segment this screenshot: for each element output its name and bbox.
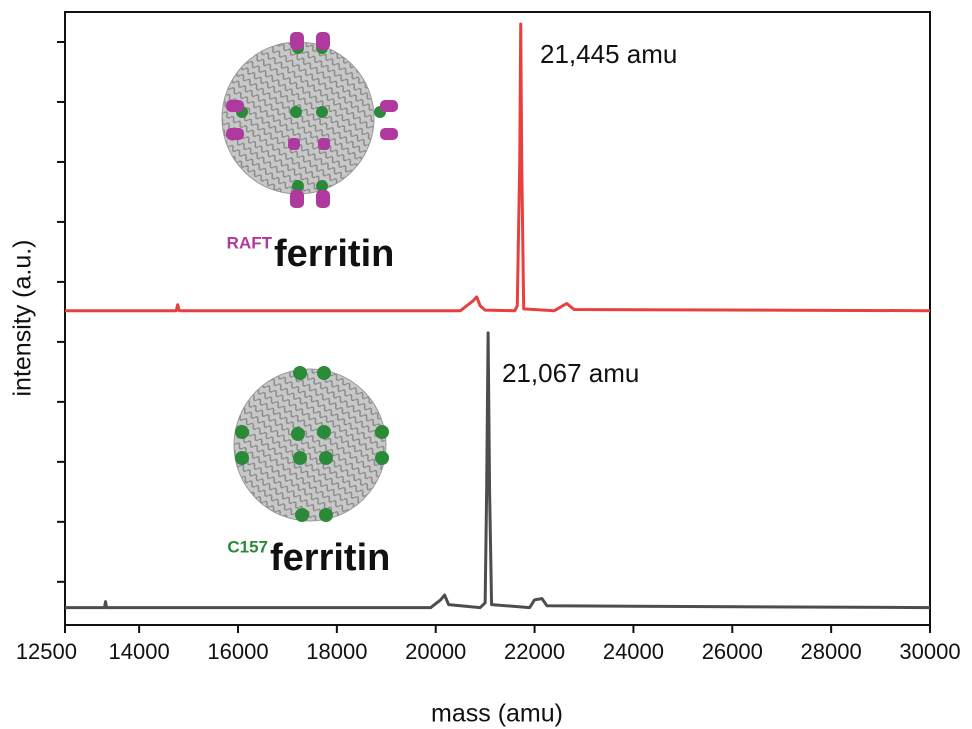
x-tick-label: 20000: [405, 639, 466, 664]
x-tick-label: 22000: [504, 639, 565, 664]
x-axis-title: mass (amu): [431, 700, 563, 728]
x-tick-label: 16000: [207, 639, 268, 664]
line-series: [65, 331, 931, 610]
annotation: C157: [227, 537, 268, 556]
y-axis-title: intensity (a.u.): [9, 239, 37, 396]
annotation: RAFT: [227, 233, 273, 252]
line-series: [65, 22, 931, 313]
x-tick-label: 28000: [801, 639, 862, 664]
x-tick-label: 24000: [603, 639, 664, 664]
x-tick-label: 14000: [109, 639, 170, 664]
x-tick-label: 12500: [16, 639, 77, 664]
x-tick-label: 26000: [702, 639, 763, 664]
ferritin-c157-structure: [233, 366, 389, 522]
annotation: 21,445 amu: [540, 39, 677, 69]
annotation: ferritin: [270, 537, 390, 579]
annotation: 21,067 amu: [502, 358, 639, 388]
x-tick-label: 18000: [306, 639, 367, 664]
x-tick-label: 30000: [899, 639, 960, 664]
annotation: ferritin: [274, 233, 394, 275]
ferritin-raft-structure: [221, 32, 398, 208]
plot-frame: [64, 11, 931, 626]
